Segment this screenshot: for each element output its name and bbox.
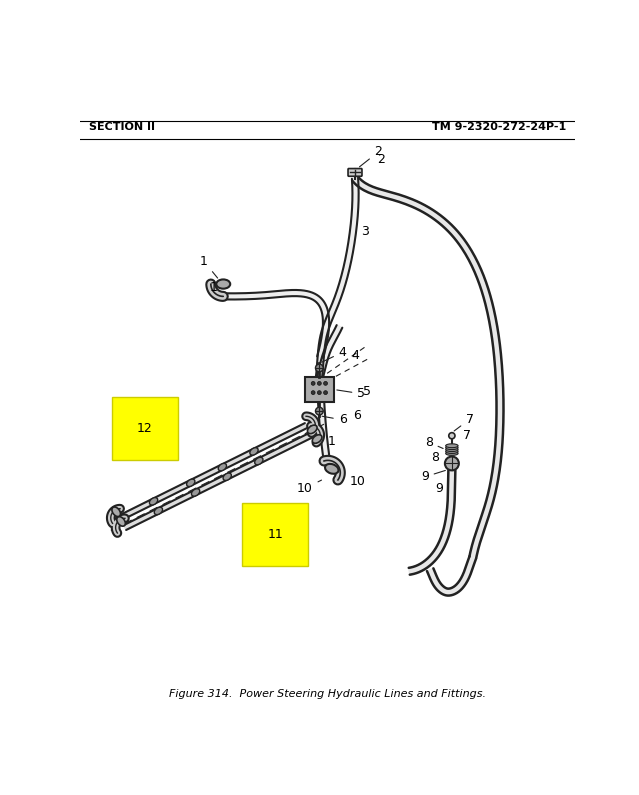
Text: 2: 2 <box>360 145 382 167</box>
Ellipse shape <box>216 279 230 289</box>
Text: 8: 8 <box>425 436 443 448</box>
Text: TM 9-2320-272-24P-1: TM 9-2320-272-24P-1 <box>431 122 566 132</box>
Text: 7: 7 <box>463 429 472 442</box>
Ellipse shape <box>250 448 258 455</box>
Polygon shape <box>427 556 476 595</box>
Circle shape <box>316 364 323 372</box>
Text: 6: 6 <box>353 409 361 422</box>
Text: 10: 10 <box>350 475 366 488</box>
Ellipse shape <box>307 425 317 433</box>
Text: 9: 9 <box>435 482 443 494</box>
Text: 3: 3 <box>361 225 369 238</box>
Circle shape <box>318 390 321 394</box>
Text: 8: 8 <box>431 451 439 463</box>
Polygon shape <box>124 432 312 530</box>
Circle shape <box>318 382 321 386</box>
Circle shape <box>445 456 459 471</box>
Text: 7: 7 <box>454 413 474 431</box>
Text: 6: 6 <box>322 413 346 426</box>
Ellipse shape <box>312 435 322 444</box>
Ellipse shape <box>218 463 227 471</box>
Polygon shape <box>119 423 307 521</box>
Ellipse shape <box>112 507 121 517</box>
Ellipse shape <box>325 464 339 474</box>
Polygon shape <box>223 290 329 358</box>
Text: 4: 4 <box>351 349 359 363</box>
Ellipse shape <box>445 452 458 456</box>
Text: 1: 1 <box>328 436 335 448</box>
Polygon shape <box>409 471 456 575</box>
Text: 10: 10 <box>297 480 321 495</box>
Circle shape <box>311 382 315 386</box>
Ellipse shape <box>445 444 458 448</box>
Text: 5: 5 <box>337 387 366 400</box>
Text: 4: 4 <box>322 346 346 363</box>
Ellipse shape <box>117 517 125 526</box>
Ellipse shape <box>187 479 195 487</box>
Circle shape <box>323 382 328 386</box>
Text: 12: 12 <box>137 422 153 436</box>
Circle shape <box>449 432 455 439</box>
Circle shape <box>316 407 323 415</box>
FancyBboxPatch shape <box>348 169 362 176</box>
Ellipse shape <box>445 448 458 452</box>
Ellipse shape <box>223 473 231 480</box>
Ellipse shape <box>445 446 458 450</box>
Text: 9: 9 <box>421 471 445 483</box>
Text: Figure 314.  Power Steering Hydraulic Lines and Fittings.: Figure 314. Power Steering Hydraulic Lin… <box>169 688 486 699</box>
Text: 1: 1 <box>209 281 217 294</box>
Text: 11: 11 <box>267 528 283 541</box>
Polygon shape <box>316 178 358 381</box>
Text: 5: 5 <box>362 386 371 398</box>
Circle shape <box>323 390 328 394</box>
FancyBboxPatch shape <box>305 377 334 401</box>
Ellipse shape <box>192 489 200 496</box>
Text: 2: 2 <box>376 153 385 166</box>
Polygon shape <box>352 176 504 558</box>
Ellipse shape <box>150 498 158 505</box>
Ellipse shape <box>445 450 458 453</box>
Ellipse shape <box>154 507 162 514</box>
Polygon shape <box>317 325 343 377</box>
Ellipse shape <box>255 457 263 465</box>
Text: SECTION II: SECTION II <box>89 122 155 132</box>
Circle shape <box>311 390 315 394</box>
Text: 1: 1 <box>200 255 218 278</box>
Polygon shape <box>317 380 329 458</box>
